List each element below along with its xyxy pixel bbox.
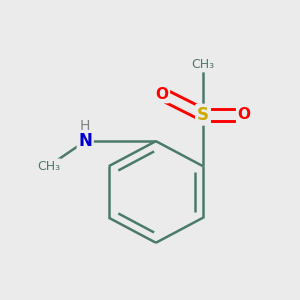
Text: CH₃: CH₃ <box>37 160 60 173</box>
Text: N: N <box>78 132 92 150</box>
Text: H: H <box>80 119 90 133</box>
Text: CH₃: CH₃ <box>191 58 214 71</box>
Text: O: O <box>155 87 168 102</box>
Text: S: S <box>197 106 209 124</box>
Text: O: O <box>238 107 251 122</box>
